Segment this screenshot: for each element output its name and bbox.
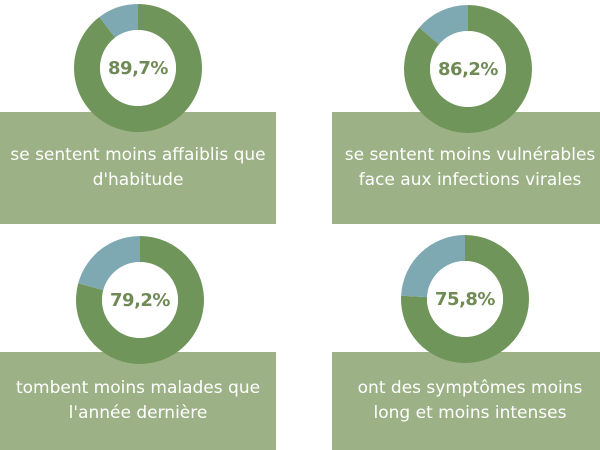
stat-percentage: 89,7% bbox=[108, 57, 168, 79]
donut-slice-filled bbox=[403, 5, 532, 134]
stat-percentage: 79,2% bbox=[110, 289, 170, 311]
donut-slice-filled bbox=[76, 236, 204, 364]
donut-chart: 86,2% bbox=[403, 4, 533, 134]
donut-hole bbox=[100, 30, 176, 106]
donut-hole bbox=[427, 261, 503, 337]
stat-caption: tombent moins malades que l'année derniè… bbox=[0, 352, 276, 450]
donut-chart: 75,8% bbox=[400, 234, 530, 364]
donut-slice-remainder bbox=[78, 236, 140, 291]
donut-slice-filled bbox=[73, 4, 202, 132]
stat-caption: ont des symptômes moins long et moins in… bbox=[332, 352, 600, 450]
donut-slice-remainder bbox=[401, 235, 465, 298]
donut-chart: 89,7% bbox=[73, 3, 203, 133]
donut-slice-remainder bbox=[419, 5, 468, 45]
donut-svg bbox=[401, 235, 529, 363]
donut-slice-filled bbox=[401, 235, 529, 363]
stat-percentage: 86,2% bbox=[438, 58, 498, 80]
donut-chart: 79,2% bbox=[75, 235, 205, 365]
donut-hole bbox=[430, 31, 506, 107]
donut-slice-remainder bbox=[99, 4, 138, 38]
donut-svg bbox=[403, 5, 532, 134]
stat-percentage: 75,8% bbox=[435, 288, 495, 310]
donut-svg bbox=[73, 4, 202, 132]
donut-hole bbox=[102, 262, 178, 338]
donut-svg bbox=[76, 236, 204, 364]
